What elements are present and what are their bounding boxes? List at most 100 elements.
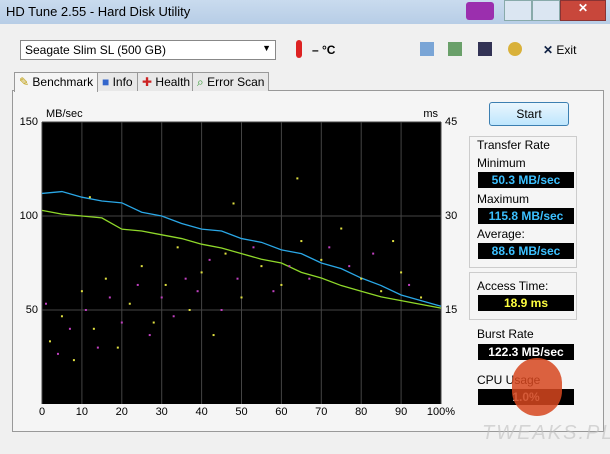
x-tick-label: 30 xyxy=(156,406,168,418)
label: Average: xyxy=(477,227,525,241)
temperature: – °C xyxy=(312,43,336,57)
access-dot xyxy=(208,258,211,261)
tab-label: Info xyxy=(112,75,133,89)
access-dot xyxy=(148,334,151,337)
copy-all-icon[interactable] xyxy=(448,42,462,56)
access-dot xyxy=(196,290,199,293)
access-dot xyxy=(56,352,59,355)
access-dot xyxy=(72,359,75,362)
exit-button[interactable]: ✕ Exit xyxy=(543,43,577,57)
access-dot xyxy=(96,346,99,349)
access-value: 18.9 ms xyxy=(478,295,574,311)
access-dot xyxy=(164,283,167,286)
x-tick-label: 70 xyxy=(315,406,327,418)
access-dot xyxy=(232,202,235,205)
label: Minimum xyxy=(477,156,526,170)
access-dot xyxy=(48,340,51,343)
x-tick-label: 90 xyxy=(395,406,407,418)
minimum-value: 50.3 MB/sec xyxy=(478,172,574,188)
access-dot xyxy=(188,309,191,311)
access-dot xyxy=(84,309,87,311)
x-tick-label: 60 xyxy=(275,406,287,418)
access-dot xyxy=(120,321,123,324)
access-dot xyxy=(116,346,119,349)
tab-label: Health xyxy=(155,75,191,89)
access-dot xyxy=(60,315,63,318)
access-dot xyxy=(300,240,303,243)
access-dot xyxy=(240,296,243,299)
access-dot xyxy=(200,271,203,274)
access-dot xyxy=(88,196,91,199)
access-dot xyxy=(328,246,331,249)
y2-unit: ms xyxy=(423,108,438,120)
access-dot xyxy=(160,296,163,299)
tab[interactable]: ⌕ Error Scan xyxy=(192,72,270,91)
x-tick-label: 20 xyxy=(116,406,128,418)
access-dot xyxy=(108,296,111,299)
tab[interactable]: ✎ Benchmark xyxy=(14,72,99,92)
title-bar: HD Tune 2.55 - Hard Disk Utility ✕ xyxy=(0,0,610,24)
chart: MB/sec ms 0 10 20 30 40 50 60 70 80 90 100% 50 100 15… xyxy=(20,108,458,418)
access-dot xyxy=(172,315,175,318)
y-unit: MB/sec xyxy=(46,108,83,120)
start-button[interactable]: Start xyxy=(489,102,569,126)
access-dot xyxy=(320,258,323,261)
access-dot xyxy=(68,327,71,330)
x-tick-label: 40 xyxy=(195,406,207,418)
tab[interactable]: ✚ Health xyxy=(137,72,196,91)
exit-label: Exit xyxy=(556,43,577,57)
access-dot xyxy=(236,277,239,280)
save-icon[interactable] xyxy=(478,42,492,56)
y-tick-label: 150 xyxy=(20,116,38,128)
x-tick-label: 10 xyxy=(76,406,88,418)
transfer-line xyxy=(41,209,442,309)
x-tick-label: 80 xyxy=(355,406,367,418)
access-dot xyxy=(152,321,155,324)
tab[interactable]: ■ Info xyxy=(97,72,138,91)
access-dot xyxy=(408,283,411,286)
copy-icon[interactable] xyxy=(420,42,434,56)
access-dot xyxy=(348,265,351,268)
transfer-line xyxy=(41,190,442,307)
x-tick-label: 0 xyxy=(39,406,45,418)
y-tick-label: 100 xyxy=(20,210,38,222)
access-dot xyxy=(220,309,223,311)
options-icon[interactable] xyxy=(508,42,522,56)
access-dot xyxy=(360,277,363,280)
access-dot xyxy=(372,252,375,255)
access-dot xyxy=(184,277,187,280)
access-dot xyxy=(380,290,383,293)
label: Maximum xyxy=(477,192,530,206)
label: Burst Rate xyxy=(477,327,534,341)
close-button[interactable]: ✕ xyxy=(560,0,606,21)
access-dot xyxy=(260,265,263,268)
access-dot xyxy=(308,277,311,280)
download-button[interactable] xyxy=(466,2,494,20)
maximum-value: 115.8 MB/sec xyxy=(478,208,574,224)
access-dot xyxy=(392,240,395,243)
access-dot xyxy=(420,296,423,299)
access-dot xyxy=(104,277,107,280)
tab-label: Benchmark xyxy=(32,75,94,89)
thermometer-icon xyxy=(296,40,302,58)
group-title: Transfer Rate xyxy=(477,138,550,152)
minimize-button[interactable] xyxy=(504,0,532,21)
drive-name: Seagate Slim SL (500 GB) xyxy=(25,43,166,57)
y2-tick-label: 15 xyxy=(445,304,457,316)
burst-value: 122.3 MB/sec xyxy=(478,344,574,360)
access-dot xyxy=(280,283,283,286)
access-dot xyxy=(176,246,179,249)
maximize-button[interactable] xyxy=(532,0,560,21)
access-dot xyxy=(212,334,215,337)
y-tick-label: 50 xyxy=(26,304,38,316)
dropdown-arrow: ▼ xyxy=(262,43,271,53)
access-dot xyxy=(224,252,227,255)
access-dot xyxy=(136,283,139,286)
tab-label: Error Scan xyxy=(207,75,265,89)
access-dot xyxy=(252,246,255,249)
drive-select[interactable]: Seagate Slim SL (500 GB) ▼ xyxy=(20,40,276,60)
access-dot xyxy=(296,177,299,180)
average-value: 88.6 MB/sec xyxy=(478,243,574,259)
access-dot xyxy=(44,302,47,305)
